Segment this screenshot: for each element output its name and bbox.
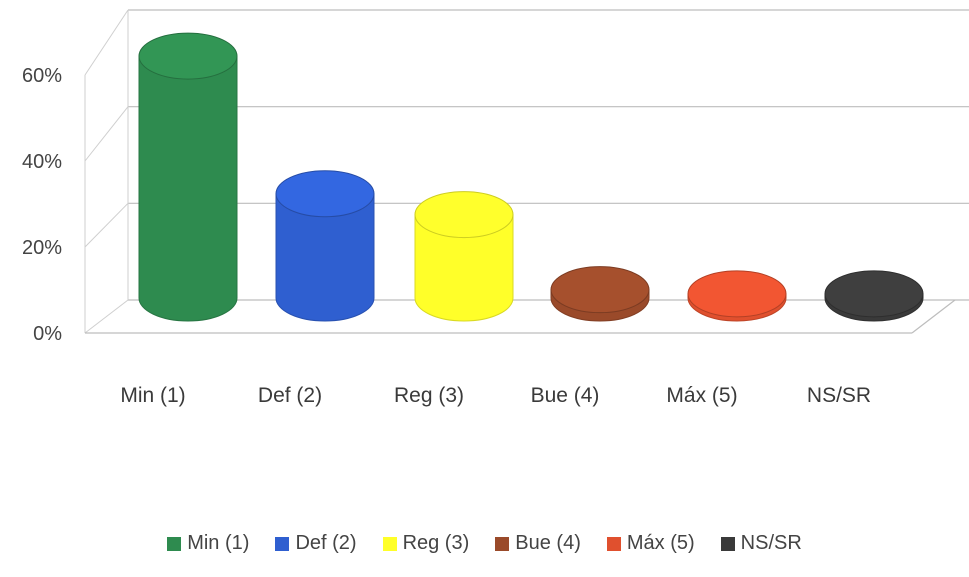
chart-bars — [138, 32, 924, 322]
legend-swatch — [495, 536, 510, 551]
x-category-label: NS/SR — [807, 384, 871, 407]
legend-item: Máx (5) — [606, 532, 695, 555]
legend-label: NS/SR — [740, 532, 802, 554]
floor-right-edge — [911, 299, 956, 334]
bar-body — [275, 193, 375, 322]
legend-label: Bue (4) — [515, 532, 581, 554]
gridline-side — [84, 9, 129, 76]
legend-item: Bue (4) — [495, 532, 581, 555]
bar-top — [275, 170, 375, 218]
legend-item: NS/SR — [720, 532, 802, 555]
bar-top — [550, 266, 650, 314]
legend-swatch — [606, 536, 621, 551]
legend-swatch — [275, 536, 290, 551]
bar-4 — [550, 266, 650, 322]
y-tick-label: 40% — [22, 151, 62, 173]
x-category-label: Min (1) — [120, 384, 185, 407]
y-tick-label: 0% — [33, 323, 62, 345]
legend-swatch — [167, 536, 182, 551]
bar-body — [138, 55, 238, 322]
bar-1 — [138, 32, 238, 322]
bar-6 — [824, 270, 924, 322]
legend-item: Reg (3) — [382, 532, 470, 555]
legend-label: Máx (5) — [626, 532, 695, 554]
legend-label: Def (2) — [295, 532, 357, 554]
x-category-label: Bue (4) — [531, 384, 600, 407]
legend-label: Min (1) — [187, 532, 250, 554]
x-category-label: Reg (3) — [394, 384, 464, 407]
bar-top — [138, 32, 238, 80]
y-tick-label: 60% — [22, 65, 62, 87]
legend-item: Min (1) — [167, 532, 249, 555]
bar-body — [414, 214, 514, 322]
legend-swatch — [382, 536, 397, 551]
legend-label: Reg (3) — [402, 532, 470, 554]
legend-item: Def (2) — [275, 532, 357, 555]
gridline-side — [84, 106, 129, 162]
gridline-side — [84, 202, 129, 248]
bar-3 — [414, 191, 514, 322]
bar-top — [414, 191, 514, 239]
gridline-side — [84, 299, 129, 334]
bar-top — [824, 270, 924, 318]
chart-legend: Min (1) Def (2) Reg (3) Bue (4) Máx (5) NS/SR — [0, 532, 969, 555]
x-axis-labels: Min (1) Def (2) Reg (3) Bue (4) Máx (5) NS/SR — [120, 384, 871, 407]
cylinder-bar-chart: 0% 20% 40% 60% Min (1) Def (2) Reg (3) Bue (4)… — [22, 9, 969, 407]
y-axis-ticks: 0% 20% 40% 60% — [22, 65, 62, 345]
bar-top — [687, 270, 787, 318]
x-category-label: Máx (5) — [666, 384, 737, 407]
bar-2 — [275, 170, 375, 322]
chart-grid — [84, 9, 969, 334]
x-category-label: Def (2) — [258, 384, 322, 407]
y-tick-label: 20% — [22, 237, 62, 259]
bar-5 — [687, 270, 787, 322]
legend-swatch — [720, 536, 735, 551]
